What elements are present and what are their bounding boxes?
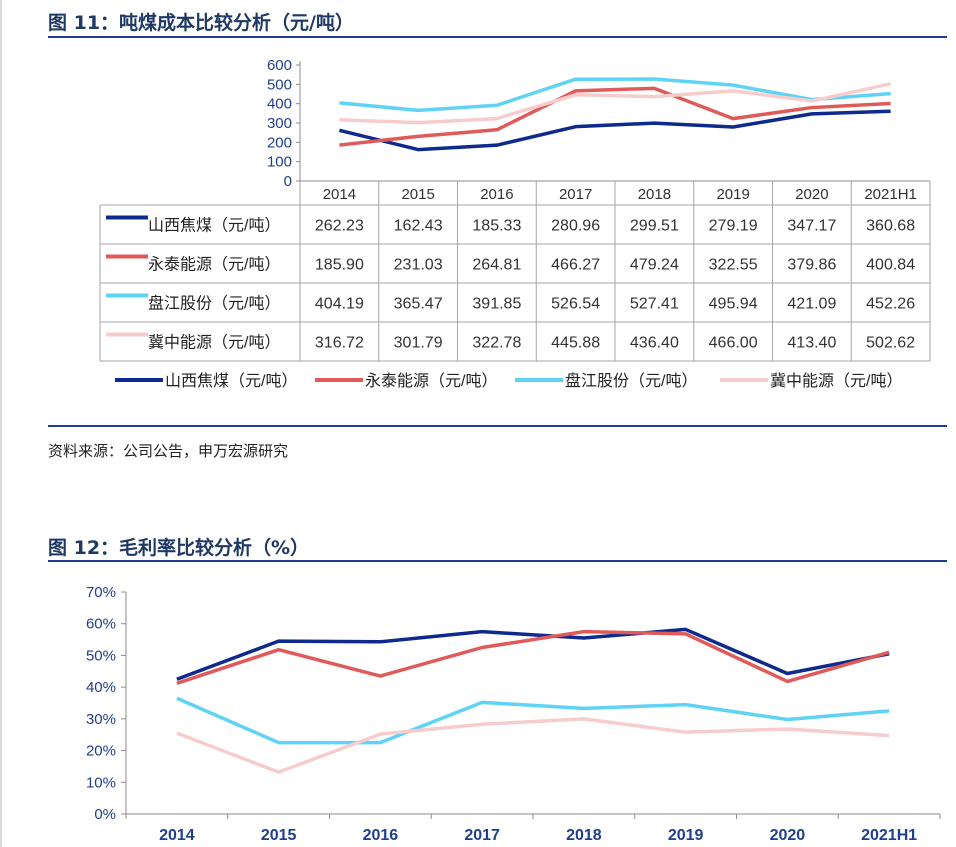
table-cell: 379.86 (787, 257, 836, 274)
legend-label: 冀中能源（元/吨） (770, 372, 902, 390)
x-tick-label: 2014 (159, 827, 195, 844)
series-line-4 (176, 717, 890, 774)
y-tick-label: 40% (86, 679, 116, 696)
x-tick-label: 2017 (559, 186, 592, 203)
table-cell: 280.96 (551, 218, 600, 235)
table-cell: 466.27 (551, 257, 600, 274)
table-cell: 413.40 (787, 335, 836, 352)
y-tick-label: 10% (86, 774, 116, 791)
table-cell: 322.55 (709, 257, 758, 274)
table-cell: 322.78 (472, 335, 521, 352)
table-cell: 162.43 (394, 218, 443, 235)
table-series-name: 永泰能源（元/吨） (148, 256, 280, 274)
y-tick-label: 0% (94, 806, 116, 823)
y-tick-label: 600 (267, 57, 292, 74)
series-line-3 (176, 696, 890, 745)
table-cell: 347.17 (787, 218, 836, 235)
table-cell: 391.85 (472, 296, 521, 313)
x-tick-label: 2016 (363, 827, 399, 844)
table-cell: 316.72 (315, 335, 364, 352)
table-cell: 479.24 (630, 257, 679, 274)
y-tick-label: 30% (86, 711, 116, 728)
x-tick-label: 2019 (668, 827, 704, 844)
y-tick-label: 60% (86, 616, 116, 633)
y-tick-label: 50% (86, 647, 116, 664)
table-cell: 436.40 (630, 335, 679, 352)
table-cell: 502.62 (866, 335, 915, 352)
x-tick-label: 2014 (323, 186, 356, 203)
y-tick-label: 70% (86, 584, 116, 601)
table-cell: 185.90 (315, 257, 364, 274)
table-cell: 299.51 (630, 218, 679, 235)
x-tick-label: 2019 (716, 186, 749, 203)
page-left-border (0, 0, 2, 847)
x-tick-label: 2015 (261, 827, 297, 844)
table-series-name: 冀中能源（元/吨） (148, 334, 280, 352)
y-tick-label: 0 (284, 173, 292, 190)
cost-chart: 0 100 200 300 400 500 600 2014 2015 2016 2017 2018 2… (99, 57, 931, 390)
legend-label: 永泰能源（元/吨） (365, 372, 497, 390)
x-tick-label: 2017 (464, 827, 500, 844)
table-cell: 262.23 (315, 218, 364, 235)
margin-chart: 0% 10% 20% 30% 40% 50% 60% 70% 2014 2015 2016 2017 2… (86, 584, 941, 844)
figure-11-top-rule (48, 36, 947, 38)
series-line-1 (176, 627, 890, 681)
table-cell: 185.33 (472, 218, 521, 235)
x-tick-label: 2020 (795, 186, 828, 203)
series-line-2 (176, 629, 890, 685)
table-cell: 452.26 (866, 296, 915, 313)
figure-12-title: 图 12：毛利率比较分析（%） (48, 537, 310, 559)
table-cell: 495.94 (709, 296, 758, 313)
source-note: 资料来源：公司公告，申万宏源研究 (48, 442, 289, 460)
table-series-name: 山西焦煤（元/吨） (148, 217, 280, 235)
x-tick-label: 2015 (401, 186, 434, 203)
y-tick-label: 400 (267, 96, 292, 113)
legend-label: 山西焦煤（元/吨） (165, 372, 297, 390)
x-tick-label: 2020 (770, 827, 806, 844)
table-cell: 279.19 (709, 218, 758, 235)
table-cell: 400.84 (866, 257, 915, 274)
y-tick-label: 500 (267, 76, 292, 93)
table-cell: 421.09 (787, 296, 836, 313)
series-line-3 (339, 77, 891, 113)
table-cell: 526.54 (551, 296, 600, 313)
series-line-1 (338, 109, 891, 152)
figure-12-top-rule (48, 560, 947, 562)
table-cell: 365.47 (394, 296, 443, 313)
series-line-2 (339, 86, 891, 147)
x-tick-label: 2016 (480, 186, 513, 203)
figure-11-bottom-rule (48, 425, 947, 427)
y-tick-label: 100 (267, 154, 292, 171)
y-tick-label: 200 (267, 134, 292, 151)
table-cell: 264.81 (472, 257, 521, 274)
y-tick-label: 300 (267, 115, 292, 132)
table-cell: 404.19 (315, 296, 364, 313)
x-tick-label: 2021H1 (864, 186, 917, 203)
table-cell: 527.41 (630, 296, 679, 313)
figure-11-title: 图 11：吨煤成本比较分析（元/吨） (48, 12, 354, 34)
table-cell: 466.00 (709, 335, 758, 352)
x-tick-label: 2018 (566, 827, 602, 844)
legend-label: 盘江股份（元/吨） (565, 371, 697, 390)
y-tick-label: 20% (86, 743, 116, 760)
table-series-name: 盘江股份（元/吨） (148, 294, 280, 313)
table-cell: 360.68 (866, 218, 915, 235)
table-cell: 301.79 (394, 335, 443, 352)
x-tick-label: 2021H1 (861, 827, 917, 844)
series-line-4 (339, 82, 891, 125)
x-tick-label: 2018 (638, 186, 671, 203)
table-cell: 445.88 (551, 335, 600, 352)
table-cell: 231.03 (394, 257, 443, 274)
